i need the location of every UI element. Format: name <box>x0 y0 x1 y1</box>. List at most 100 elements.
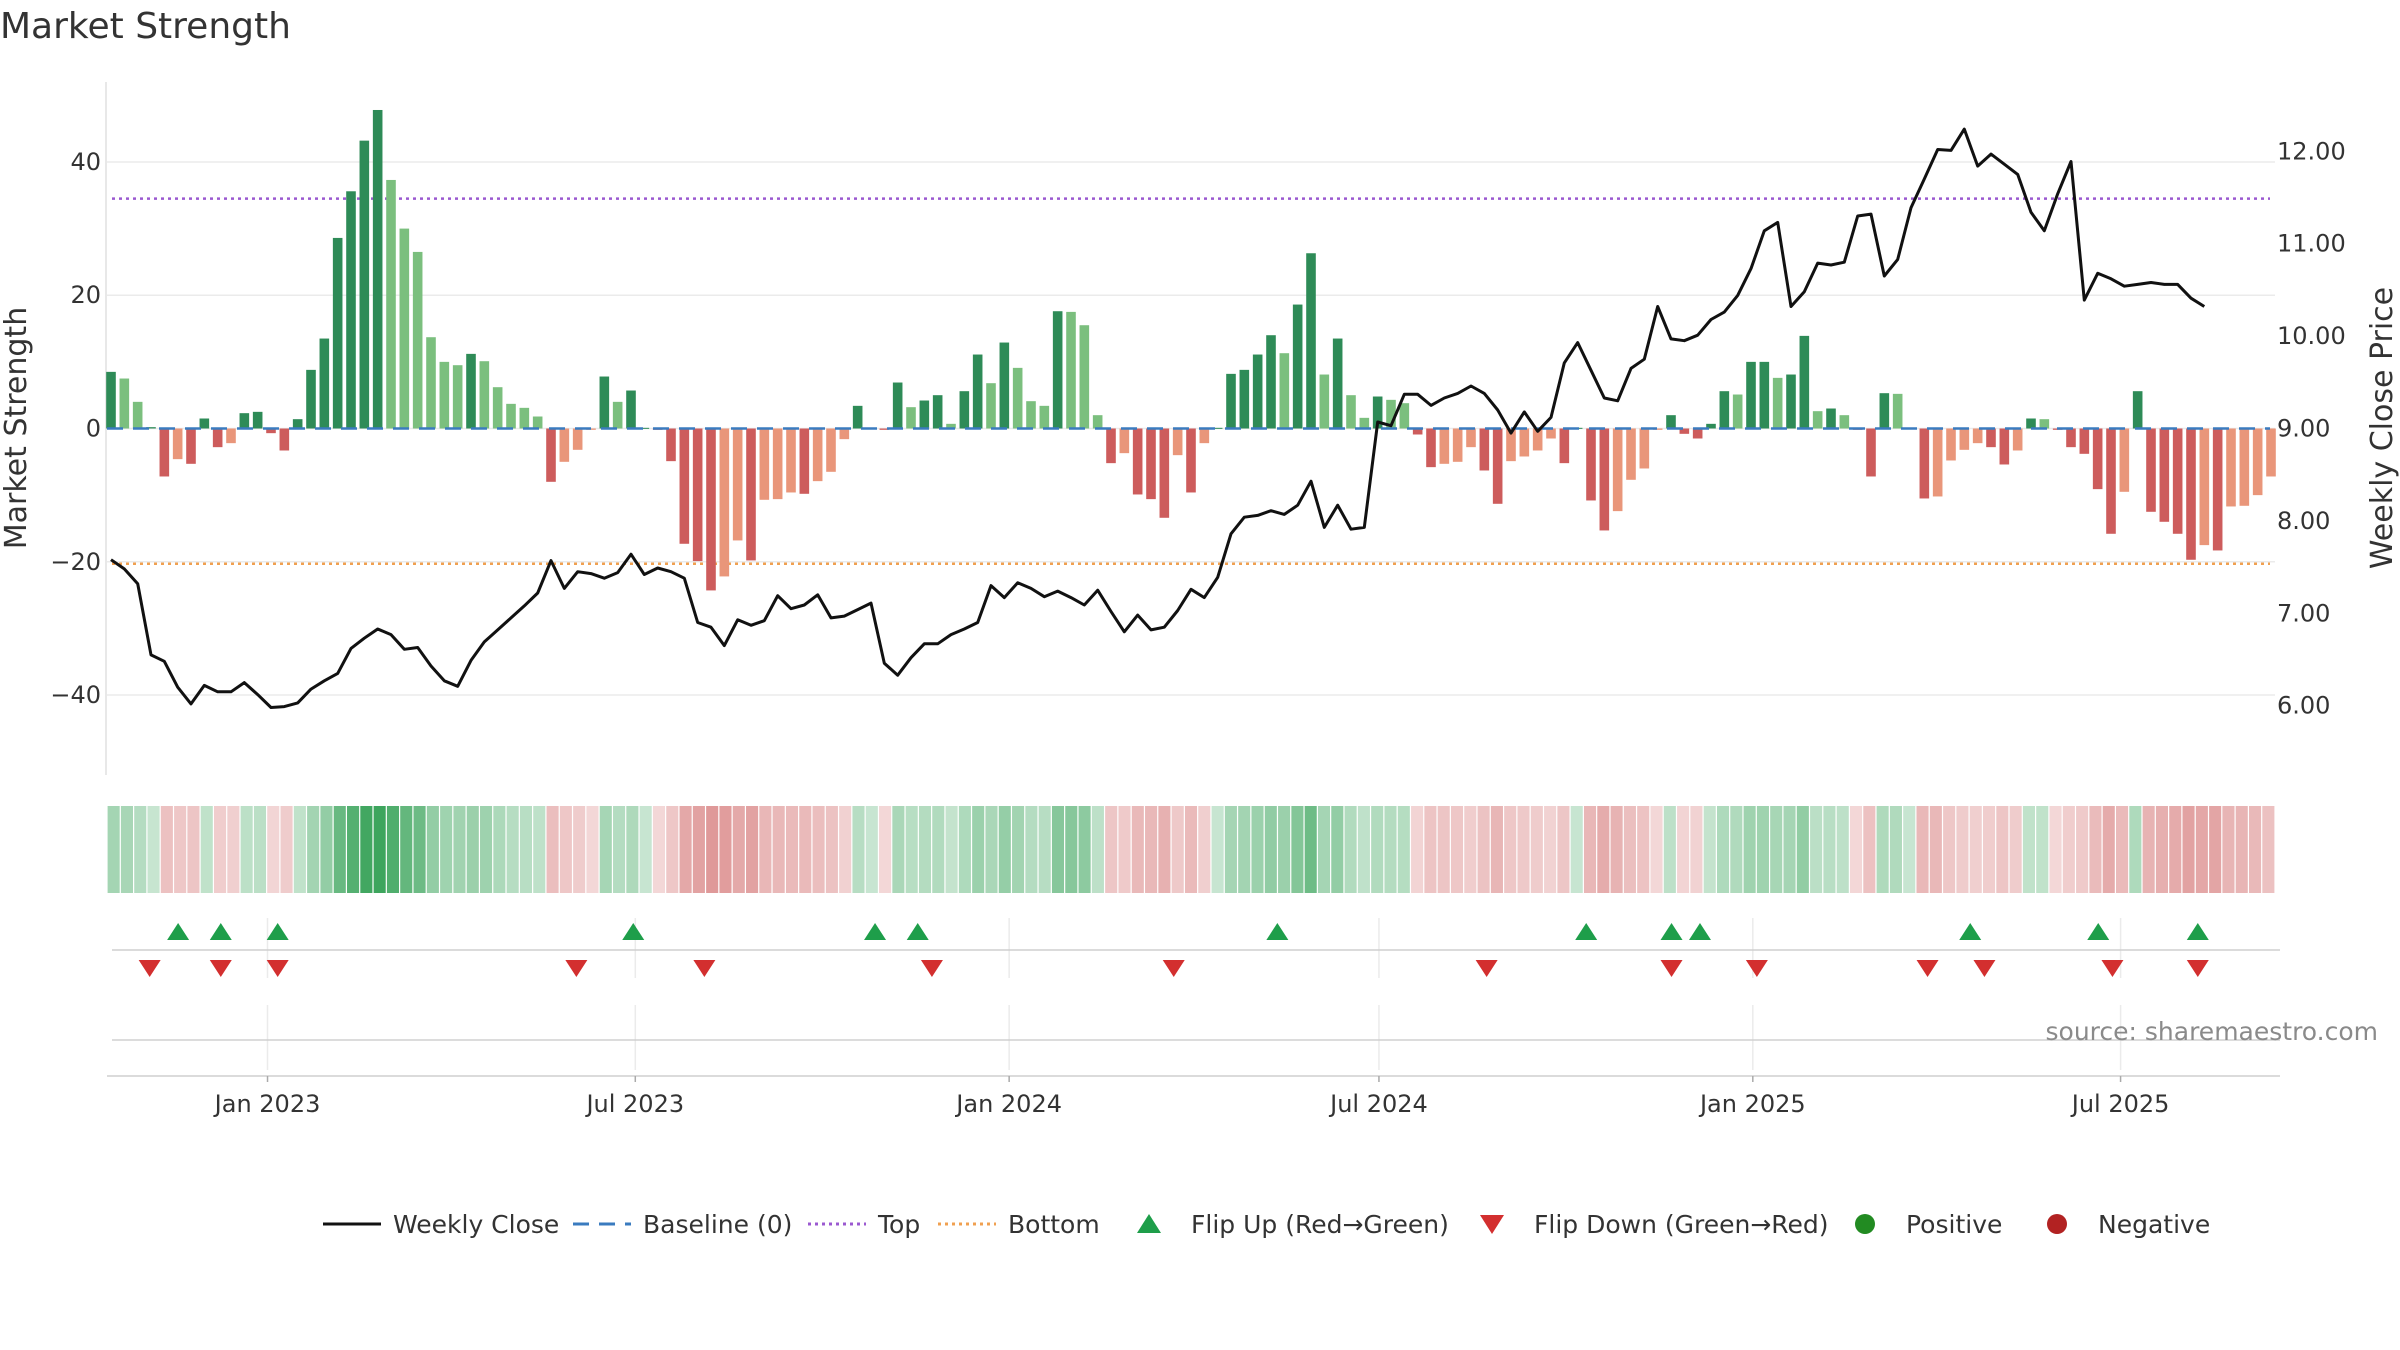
strength-bar <box>1292 304 1303 429</box>
heat-cell <box>1504 806 1517 893</box>
heat-cell <box>227 806 240 893</box>
flip-down-marker <box>1660 960 1683 977</box>
strength-bar <box>1732 394 1743 429</box>
flip-down-marker <box>266 960 289 977</box>
strength-bar <box>1332 338 1343 429</box>
heat-cell <box>706 806 719 893</box>
heat-cell <box>1490 806 1503 893</box>
strength-bar <box>1986 428 1996 448</box>
strength-bar <box>292 419 303 429</box>
heat-cell <box>1291 806 1304 893</box>
strength-bar <box>2146 428 2156 512</box>
strength-bar <box>346 191 356 429</box>
strength-bar <box>612 401 623 429</box>
strength-bar <box>372 109 383 429</box>
heat-cell <box>466 806 479 893</box>
flip-up-marker <box>1575 923 1598 940</box>
heat-cell <box>1025 806 1038 893</box>
strength-bar <box>1226 373 1236 429</box>
flip-up-marker <box>906 923 929 940</box>
strength-bar <box>2186 428 2196 560</box>
strength-bar <box>919 400 930 429</box>
flip-up-marker <box>1660 923 1683 940</box>
flip-up-marker <box>266 923 289 940</box>
right-tick-label: 7.00 <box>2277 599 2330 627</box>
heat-cell <box>1371 806 1384 893</box>
heat-cell <box>586 806 599 893</box>
heat-cell <box>2115 806 2129 893</box>
heat-cell <box>1969 806 1982 893</box>
strength-bar <box>666 428 676 462</box>
heat-cell <box>533 806 546 893</box>
legend: Weekly Close Baseline (0) Top Bottom Flip Up… <box>323 1210 2210 1239</box>
heat-cell <box>2102 806 2115 893</box>
heat-cell <box>559 806 572 893</box>
right-tick-label: 6.00 <box>2277 692 2330 720</box>
heat-cell <box>746 806 759 893</box>
heat-cell <box>1105 806 1118 893</box>
strength-bar <box>2199 428 2210 546</box>
flip-up-marker <box>1688 923 1711 940</box>
heat-cell <box>134 806 147 893</box>
heat-cell <box>546 806 559 893</box>
heat-cell <box>1889 806 1902 893</box>
flip-down-marker <box>920 960 943 977</box>
strength-bar <box>706 428 716 591</box>
strength-bar <box>546 428 556 482</box>
strength-bar <box>826 428 836 472</box>
strength-bar <box>1426 428 1436 468</box>
heat-cell <box>267 806 280 893</box>
left-tick-label: 20 <box>70 281 101 309</box>
strength-bar <box>1212 427 1223 429</box>
heat-cell <box>1610 806 1623 893</box>
right-axis-label: Weekly Close Price <box>2365 287 2400 569</box>
heat-cell <box>1118 806 1131 893</box>
flip-down-marker <box>138 960 161 977</box>
strength-bar <box>1706 423 1716 429</box>
strength-bar <box>1839 415 1850 429</box>
strength-bar <box>892 382 903 429</box>
strength-bar <box>1506 428 1516 462</box>
heat-cell <box>1770 806 1783 893</box>
strength-bar <box>399 228 410 429</box>
heat-cell <box>1583 806 1597 893</box>
flip-down-marker <box>1745 960 1768 977</box>
right-tick-label: 12.00 <box>2277 137 2346 165</box>
heat-cell <box>2036 806 2049 893</box>
strength-bar <box>1959 428 1970 450</box>
heat-cell <box>1650 806 1663 893</box>
strength-bar <box>412 251 423 429</box>
heat-cell <box>1796 806 1809 893</box>
left-tick-label: 0 <box>86 415 101 443</box>
strength-bar <box>1106 428 1116 464</box>
strength-bar <box>746 428 756 561</box>
heat-cell <box>626 806 639 893</box>
strength-bar <box>2159 428 2170 522</box>
heat-cell <box>2142 806 2155 893</box>
legend-swatch <box>1480 1215 1504 1234</box>
flip-markers-panel <box>138 923 2209 977</box>
heat-cell <box>174 806 187 893</box>
strength-bar <box>332 237 343 429</box>
flip-down-marker <box>209 960 232 977</box>
heat-cell <box>1943 806 1956 893</box>
heat-cell <box>2248 806 2262 893</box>
heat-cell <box>1703 806 1716 893</box>
heat-cell <box>240 806 253 893</box>
heat-cell <box>493 806 506 893</box>
strength-bar <box>1932 428 1943 497</box>
heat-cell <box>2222 806 2235 893</box>
heat-cell <box>1397 806 1410 893</box>
heat-cell <box>1783 806 1796 893</box>
strength-bar <box>1199 428 1210 444</box>
heat-cell <box>639 806 652 893</box>
heat-cell <box>1996 806 2009 893</box>
flip-up-marker <box>1266 923 1289 940</box>
strength-bar <box>452 365 463 429</box>
strength-heat-strip <box>107 806 2275 893</box>
strength-bar <box>1399 403 1410 429</box>
strength-bar <box>852 405 863 429</box>
heat-cell <box>839 806 852 893</box>
heat-cell <box>200 806 213 893</box>
strength-bar <box>1599 428 1610 531</box>
